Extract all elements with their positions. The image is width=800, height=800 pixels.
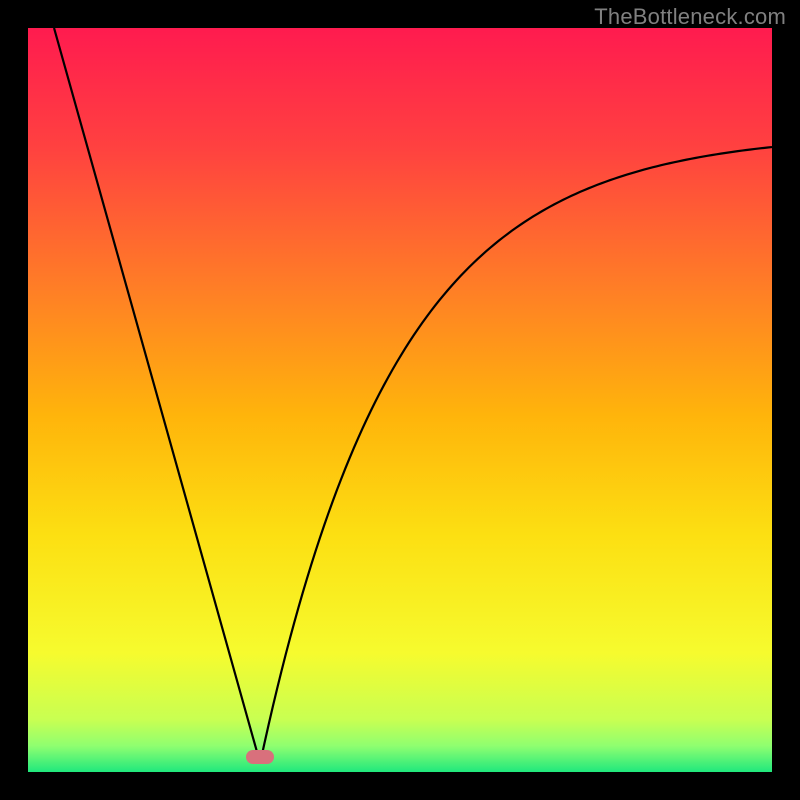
plot-area — [28, 28, 772, 772]
minimum-marker — [246, 750, 274, 764]
watermark-text: TheBottleneck.com — [594, 4, 786, 30]
bottleneck-curve — [28, 28, 772, 772]
